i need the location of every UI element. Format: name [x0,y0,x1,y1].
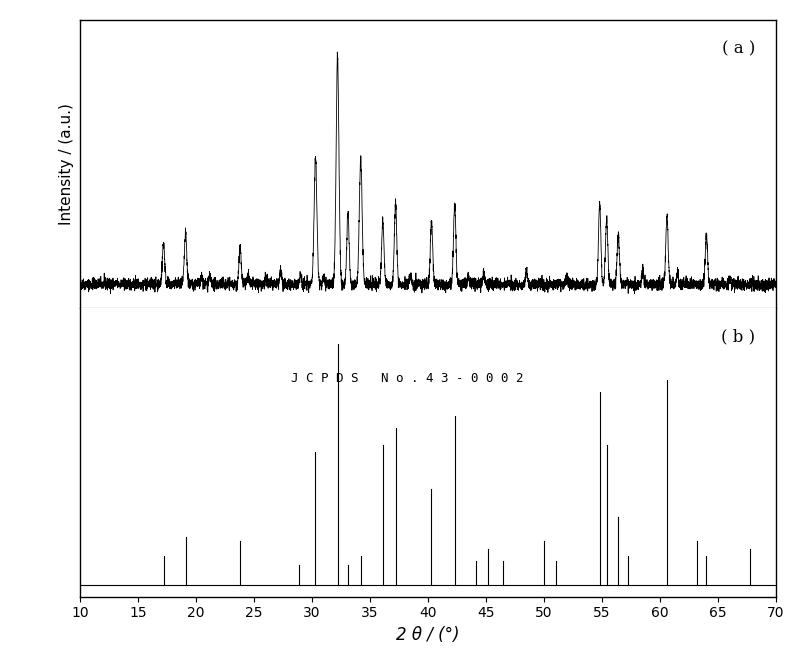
Y-axis label: Intensity / (a.u.): Intensity / (a.u.) [59,103,74,225]
Text: J C P D S   N o . 4 3 - 0 0 0 2: J C P D S N o . 4 3 - 0 0 0 2 [291,372,523,385]
X-axis label: 2 θ / (°): 2 θ / (°) [396,626,460,644]
Text: ( a ): ( a ) [722,40,755,57]
Text: ( b ): ( b ) [721,328,755,345]
